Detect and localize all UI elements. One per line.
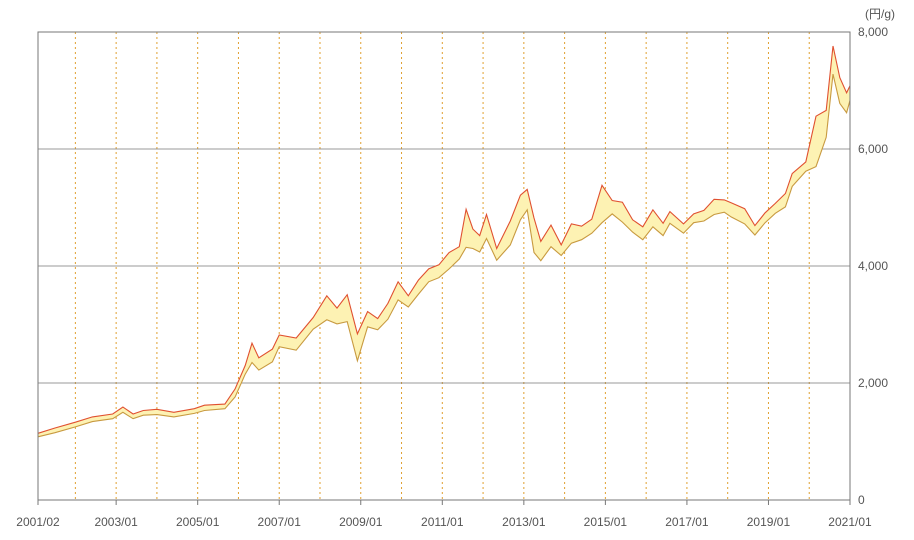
x-tick-label: 2007/01 [258,515,302,529]
x-tick-label: 2005/01 [176,515,220,529]
y-tick-label: 2,000 [858,376,888,390]
y-axis-unit-label: (円/g) [865,7,895,21]
y-tick-label: 0 [858,493,865,507]
price-lines [37,45,851,438]
x-tick-label: 2009/01 [339,515,383,529]
x-tick-label: 2011/01 [421,515,464,529]
x-tick-label: 2001/02 [16,515,60,529]
high-price-line [37,45,851,434]
plot-frame [37,31,851,501]
x-tick-label: 2015/01 [584,515,628,529]
price-band-fill [38,46,850,437]
x-tick-label: 2021/01 [828,515,872,529]
low-price-line [37,73,851,438]
y-tick-label: 4,000 [858,259,888,273]
y-axis-tick-labels: 0 2,000 4,000 6,000 8,000 [858,25,888,507]
y-tick-label: 6,000 [858,142,888,156]
x-tick-label: 2013/01 [502,515,546,529]
x-tick-label: 2003/01 [94,515,138,529]
x-tick-label: 2019/01 [747,515,791,529]
x-tick-label: 2017/01 [665,515,709,529]
x-axis-tick-labels: 2001/02 2003/01 2005/01 2007/01 2009/01 2011/… [16,515,872,529]
y-tick-label: 8,000 [858,25,888,39]
vertical-gridlines [74,32,810,500]
x-axis-tick-marks [37,500,851,505]
price-range-band [38,46,850,437]
